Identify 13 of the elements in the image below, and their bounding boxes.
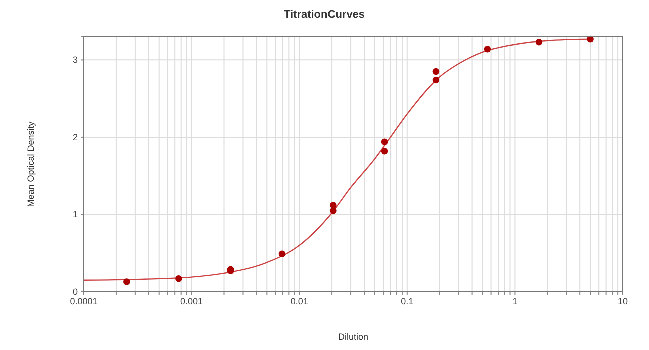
x-tick-label: 0.1	[401, 296, 414, 306]
x-tick-label: 0.01	[290, 296, 308, 306]
y-axis-title: Mean Optical Density	[26, 121, 36, 208]
y-tick-label: 1	[72, 210, 78, 220]
y-tick-label: 0	[72, 286, 78, 297]
y-tick-label: 2	[72, 132, 78, 142]
x-tick-label: 0.0001	[70, 296, 98, 306]
x-tick-label: 1	[512, 296, 518, 306]
chart-title: TitrationCurves	[284, 9, 366, 21]
y-tick-label: 3	[72, 55, 78, 66]
x-tick-label: 0.001	[180, 296, 204, 306]
x-axis-title: Dilution	[338, 332, 369, 342]
x-tick-label: 10	[618, 296, 628, 306]
